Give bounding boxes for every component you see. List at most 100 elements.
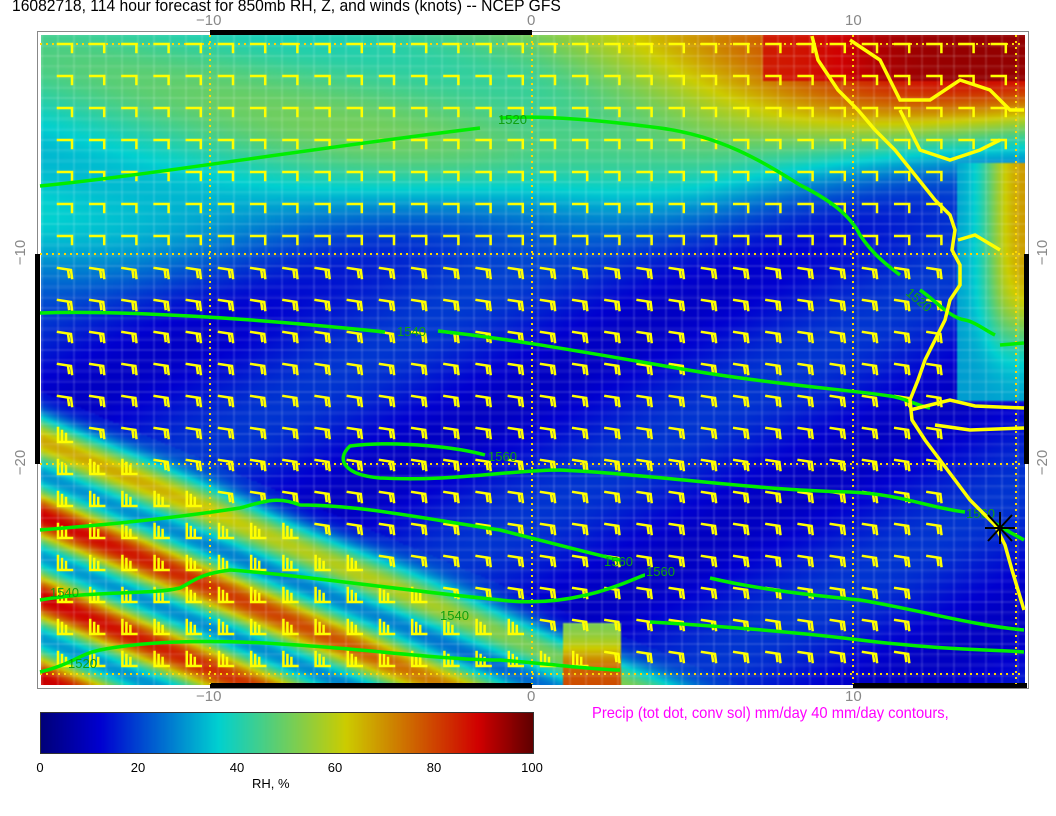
wind-barb [475,170,492,182]
wind-barb [797,522,814,536]
wind-barb [217,394,235,408]
wind-barb [636,554,653,568]
wind-barb [764,426,782,440]
wind-barb [507,138,525,150]
wind-barb [121,138,138,150]
wind-barb [732,490,750,504]
wind-barb [378,202,396,214]
wind-barb [700,586,718,600]
wind-barb [571,618,589,632]
wind-barb [378,650,396,668]
wind-barb [346,650,364,668]
wind-barb [443,170,460,182]
wind-barb [829,394,847,408]
wind-barb [346,234,364,246]
wind-barb [732,74,750,86]
wind-barb [442,266,460,280]
wind-barb [378,490,396,504]
wind-barb [893,330,911,344]
wind-barb [636,298,653,312]
wind-barb [217,42,235,54]
wind-barb [829,234,847,246]
graticule [40,35,1024,684]
wind-barb [249,394,267,408]
wind-barb [88,522,106,540]
wind-barb [217,74,235,86]
wind-barb [153,74,170,86]
wind-barb [700,266,718,280]
wind-barb [249,362,267,376]
wind-barb [346,426,364,440]
wind-barb [249,138,267,150]
wind-barb [443,74,460,86]
wind-barb [249,618,267,636]
wind-barb [893,426,911,440]
wind-barb [282,138,299,150]
wind-barb [378,298,396,312]
wind-barb [893,618,911,632]
wind-barb [507,362,525,376]
wind-barb [249,234,267,246]
wind-barb [346,490,364,504]
wind-barb [797,106,814,118]
wind-barb [281,458,299,472]
wind-barb [958,74,975,86]
wind-barb [282,42,299,54]
wind-barb [926,74,943,86]
wind-barb [893,298,911,312]
wind-barb [217,554,235,572]
contour-line [39,639,621,674]
wind-barb [120,266,138,280]
wind-barb [56,458,74,476]
wind-barb [475,490,492,504]
wind-barb [442,362,460,376]
wind-barb [281,490,299,504]
wind-barb [668,490,686,504]
wind-barb [185,170,203,182]
contour-label: 1560 [604,554,633,569]
wind-barb [249,106,267,118]
wind-barb [314,490,331,504]
wind-barb [571,426,589,440]
colorbar-tick: 100 [521,760,543,775]
wind-barb [539,618,557,632]
wind-barb [861,586,879,600]
wind-barb [346,362,364,376]
bottom-tick-label: 0 [527,688,536,705]
wind-barb [249,42,267,54]
wind-barb [893,522,911,536]
contour-line [39,498,621,562]
wind-barb [314,650,331,668]
wind-barb [120,330,138,344]
wind-barb [861,138,879,150]
wind-barb [346,138,364,150]
wind-barb [378,106,396,118]
wind-barb [410,426,428,440]
wind-barb [185,74,203,86]
wind-barb [314,42,331,54]
wind-barb [88,618,106,636]
wind-barb [700,522,718,536]
wind-barb [314,426,331,440]
wind-barb [378,554,396,568]
wind-barb [732,586,750,600]
wind-barb [282,618,299,636]
wind-barb [636,42,653,54]
wind-barb [700,458,718,472]
wind-barb [346,74,364,86]
wind-barb [893,138,911,150]
wind-barb [926,138,943,150]
wind-barb [861,394,879,408]
wind-barb [539,490,557,504]
wind-barb [217,266,235,280]
wind-barb [121,42,138,54]
wind-barb [732,362,750,376]
wind-barb [829,202,847,214]
wind-barb [636,490,653,504]
wind-barb [281,266,299,280]
wind-barb [153,138,170,150]
wind-barb [507,74,525,86]
wind-barb [249,458,267,472]
wind-barb [185,362,203,376]
